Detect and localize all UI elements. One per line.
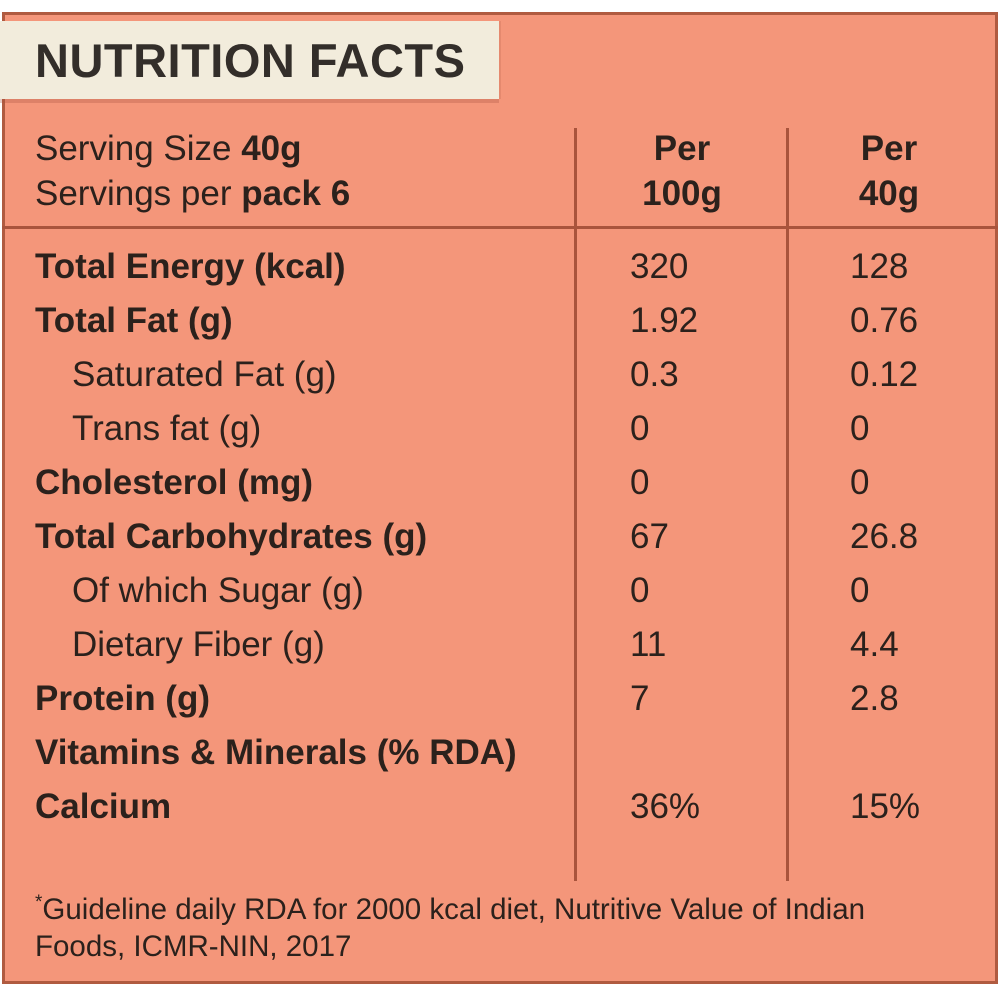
serving-info: Serving Size 40g Servings per pack 6 <box>35 126 350 216</box>
serving-size-line: Serving Size 40g <box>35 129 302 168</box>
table-row-dietary-fiber: Dietary Fiber (g) 11 4.4 <box>72 625 899 664</box>
column-divider-1 <box>574 128 577 881</box>
column-header-per-100g: Per 100g <box>642 129 722 213</box>
table-row-vitamins-minerals: Vitamins & Minerals (% RDA) <box>35 733 517 772</box>
table-row-total-energy: Total Energy (kcal) 320 128 <box>35 247 909 286</box>
column-divider-2 <box>786 128 789 881</box>
table-row-total-fat: Total Fat (g) 1.92 0.76 <box>35 301 919 340</box>
table-row-cholesterol: Cholesterol (mg) 0 0 <box>35 463 870 502</box>
table-row-sugar: Of which Sugar (g) 0 0 <box>72 571 870 610</box>
servings-per-pack-line: Servings per pack 6 <box>35 174 351 213</box>
column-header-per-40g: Per 40g <box>858 129 920 213</box>
table-row-calcium: Calcium 36% 15% <box>35 787 921 826</box>
table-row-saturated-fat: Saturated Fat (g) 0.3 0.12 <box>72 355 919 394</box>
footnote-marker: * <box>35 892 43 914</box>
footnote: *Guideline daily RDA for 2000 kcal diet,… <box>35 892 866 963</box>
table-row-trans-fat: Trans fat (g) 0 0 <box>72 409 870 448</box>
title-banner: NUTRITION FACTS <box>0 21 499 99</box>
label-panel <box>2 12 998 984</box>
serving-size-value: 40g <box>241 129 302 168</box>
table-row-total-carbohydrates: Total Carbohydrates (g) 67 26.8 <box>35 517 919 556</box>
header-divider <box>2 226 998 229</box>
servings-per-pack-value: pack 6 <box>241 174 351 213</box>
page-title: NUTRITION FACTS <box>35 33 466 87</box>
table-row-protein: Protein (g) 7 2.8 <box>35 679 899 718</box>
